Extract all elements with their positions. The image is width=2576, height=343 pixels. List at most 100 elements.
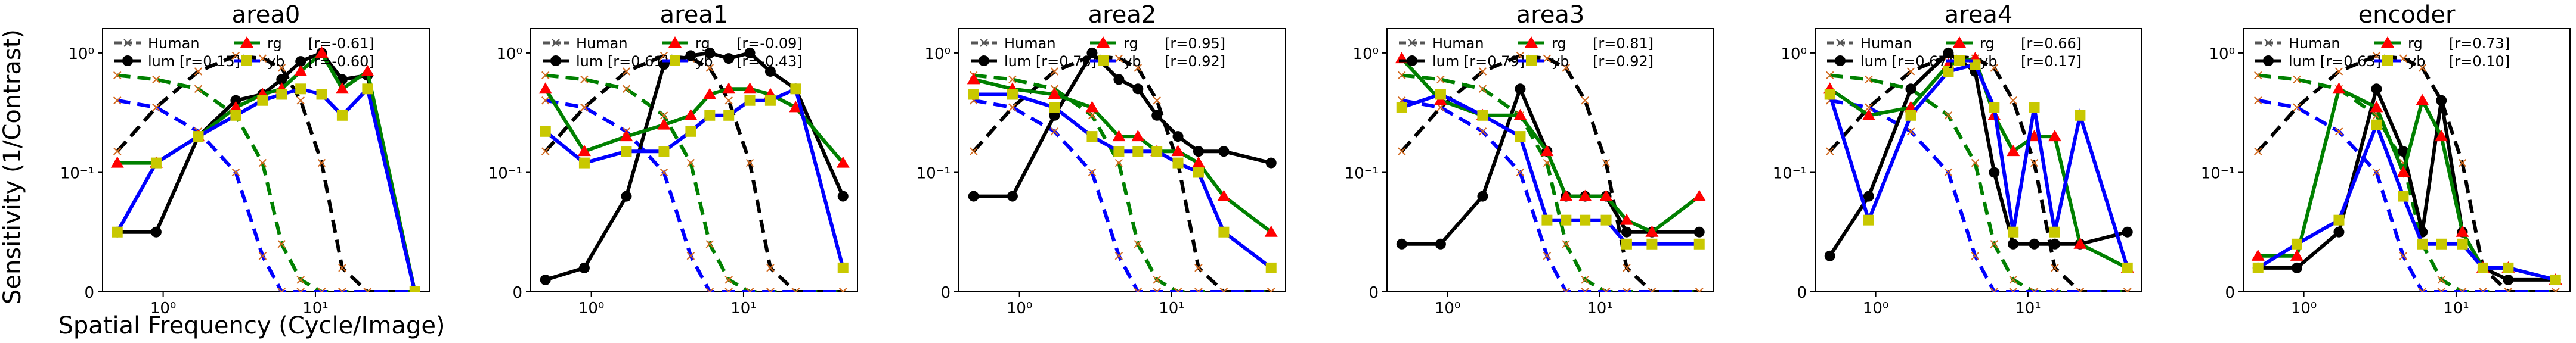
series-point-yb	[2417, 238, 2428, 250]
human-reference-marker	[1865, 75, 1873, 84]
series-point-yb	[723, 110, 735, 121]
legend-label-lum: lum [r=0.63]	[2289, 53, 2381, 70]
human-reference-marker	[1134, 288, 1143, 292]
human-reference-marker	[1436, 75, 1445, 84]
series-point-yb	[316, 89, 327, 100]
legend-label-rg-r: [r=0.73]	[2449, 35, 2510, 52]
series-point-yb	[1600, 214, 1612, 226]
human-reference-marker	[1088, 111, 1097, 120]
plot-frame	[530, 28, 858, 292]
plot-frame	[1815, 28, 2142, 292]
series-point-yb	[1132, 146, 1144, 157]
human-reference-marker	[1562, 64, 1571, 72]
human-reference-marker	[2030, 158, 2039, 167]
plot-area	[2251, 51, 2562, 292]
legend-label-lum: lum [r=0.78]	[1004, 53, 1097, 70]
series-point-lum	[150, 226, 162, 238]
human-reference-marker	[1134, 240, 1143, 248]
human-reference-marker	[1906, 67, 1915, 76]
y-tick-label: 10⁻¹	[917, 164, 950, 182]
series-point-rg	[361, 64, 374, 76]
series-point-yb	[1646, 238, 1658, 250]
human-reference-marker	[2372, 51, 2381, 60]
legend-label-yb-r: [r=0.92]	[1165, 53, 1225, 70]
x-tick-label: 10¹	[1587, 300, 1613, 317]
series-point-rg	[2456, 225, 2469, 237]
legend-label-rg: rg	[1980, 35, 1995, 52]
human-reference-marker	[113, 96, 122, 105]
legend-label-yb-r: [r=0.17]	[2021, 53, 2082, 70]
human-reference-marker	[1623, 264, 1631, 272]
human-reference-curve-2	[973, 98, 1271, 292]
human-reference-marker	[766, 288, 775, 292]
series-point-lum	[1693, 226, 1705, 238]
human-reference-marker	[231, 168, 240, 177]
series-point-yb	[1515, 131, 1526, 142]
series-point-yb	[1863, 214, 1874, 226]
human-reference-marker	[1050, 127, 1059, 136]
series-point-rg	[657, 118, 671, 130]
human-reference-marker	[194, 85, 203, 93]
series-point-lum	[2398, 146, 2409, 157]
series-point-rg	[2435, 130, 2448, 142]
human-reference-marker	[113, 71, 122, 80]
human-reference-marker	[686, 252, 695, 260]
y-tick-label: 10⁻¹	[1773, 164, 1807, 182]
plot-area	[110, 46, 420, 292]
legend-swatch-marker	[979, 55, 989, 66]
human-reference-marker	[1194, 264, 1203, 272]
legend-swatch-marker	[1408, 39, 1416, 47]
human-reference-marker	[1114, 252, 1123, 260]
human-reference-marker	[258, 158, 267, 167]
series-point-yb	[2029, 102, 2040, 113]
human-reference-marker	[1219, 288, 1228, 292]
human-reference-marker	[2334, 127, 2343, 136]
human-reference-marker	[1398, 71, 1406, 80]
series-point-lum	[1086, 47, 1098, 58]
human-reference-marker	[317, 288, 326, 292]
series-point-rg	[2048, 130, 2061, 142]
series-point-rg	[2370, 101, 2383, 113]
human-reference-marker	[1906, 127, 1915, 136]
series-point-rg	[722, 82, 736, 94]
legend-swatch-marker	[2264, 39, 2272, 47]
series-point-lum	[230, 95, 242, 106]
human-reference-marker	[1008, 103, 1017, 112]
series-point-lum	[1132, 83, 1144, 95]
human-reference-marker	[1267, 288, 1275, 292]
series-point-yb	[2371, 119, 2382, 130]
legend-swatch-marker	[1525, 36, 1538, 48]
human-reference-marker	[541, 96, 550, 105]
human-reference-marker	[258, 252, 267, 260]
x-tick-label: 10⁰	[2291, 300, 2317, 317]
series-point-yb	[1007, 89, 1018, 100]
series-point-lum	[1151, 110, 1163, 121]
series-point-lum	[1265, 157, 1277, 169]
human-reference-marker	[1944, 111, 1953, 120]
series-point-yb	[2457, 238, 2468, 250]
legend-label-yb: yb	[1123, 53, 1141, 70]
series-point-lum	[2291, 262, 2302, 273]
series-point-yb	[2122, 262, 2133, 273]
legend-swatch-marker	[2382, 55, 2393, 66]
series-line-lum	[1828, 51, 2128, 257]
human-reference-marker	[724, 288, 733, 292]
y-tick-label: 10⁻¹	[488, 164, 522, 182]
series-point-rg	[1620, 213, 1633, 225]
series-point-yb	[336, 110, 348, 121]
human-reference-marker	[1050, 67, 1059, 76]
series-point-rg	[703, 88, 717, 99]
y-tick-label: 10⁻¹	[2201, 164, 2235, 182]
series-point-lum	[295, 56, 306, 67]
human-reference-curve-2	[545, 98, 843, 292]
human-reference-marker	[1581, 276, 1589, 284]
series-point-yb	[2049, 226, 2060, 238]
series-point-rg	[684, 108, 698, 120]
human-reference-marker	[1602, 158, 1611, 167]
series-point-lum	[276, 74, 287, 85]
x-tick-label: 10¹	[302, 300, 329, 317]
x-tick-label: 10⁰	[1863, 300, 1889, 317]
human-reference-marker	[194, 67, 203, 76]
